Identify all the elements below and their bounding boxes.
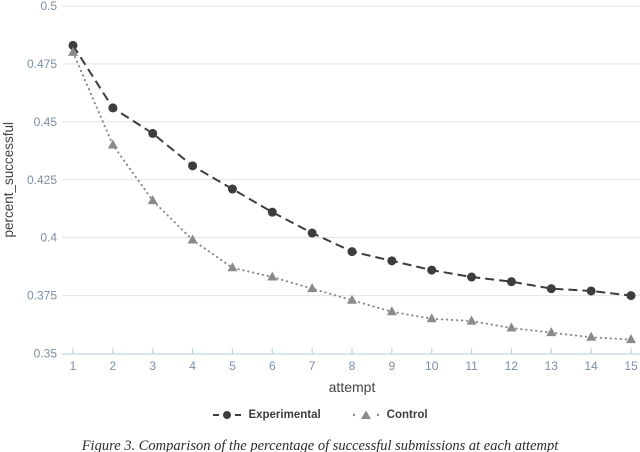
- line-chart-canvas: 0.5 0.475 0.45 0.425 0.4 0.375 0.35 percent_suc…: [1, 0, 640, 395]
- svg-text:13: 13: [545, 359, 559, 373]
- chart-legend: Experimental Control: [0, 404, 640, 426]
- svg-text:8: 8: [349, 359, 356, 373]
- legend-item-control: Control: [351, 409, 428, 421]
- control-dotted-triangle-icon: [352, 410, 379, 419]
- svg-text:4: 4: [189, 359, 196, 373]
- svg-text:15: 15: [624, 359, 638, 373]
- svg-text:2: 2: [110, 359, 117, 373]
- svg-text:12: 12: [505, 359, 519, 373]
- svg-text:attempt: attempt: [329, 379, 376, 395]
- svg-text:7: 7: [309, 359, 316, 373]
- experimental-dashed-circle-icon: [213, 411, 242, 419]
- svg-text:0.45: 0.45: [34, 115, 58, 129]
- svg-text:5: 5: [229, 359, 236, 373]
- svg-text:14: 14: [584, 359, 598, 373]
- svg-text:percent_successful: percent_successful: [1, 122, 16, 238]
- svg-text:0.425: 0.425: [27, 173, 57, 187]
- legend-label-experimental: Experimental: [248, 409, 321, 421]
- svg-text:10: 10: [425, 359, 439, 373]
- legend-item-experimental: Experimental: [212, 409, 321, 421]
- svg-text:9: 9: [389, 359, 396, 373]
- svg-text:0.5: 0.5: [40, 0, 57, 13]
- svg-text:11: 11: [465, 359, 478, 373]
- svg-text:0.375: 0.375: [27, 289, 57, 303]
- svg-text:1: 1: [70, 359, 77, 373]
- legend-label-control: Control: [386, 409, 428, 421]
- svg-text:0.4: 0.4: [40, 231, 57, 245]
- svg-text:0.475: 0.475: [27, 57, 57, 71]
- svg-text:6: 6: [269, 359, 276, 373]
- svg-text:0.35: 0.35: [34, 347, 58, 361]
- figure-caption: Figure 3. Comparison of the percentage o…: [81, 438, 559, 452]
- svg-text:3: 3: [149, 359, 156, 373]
